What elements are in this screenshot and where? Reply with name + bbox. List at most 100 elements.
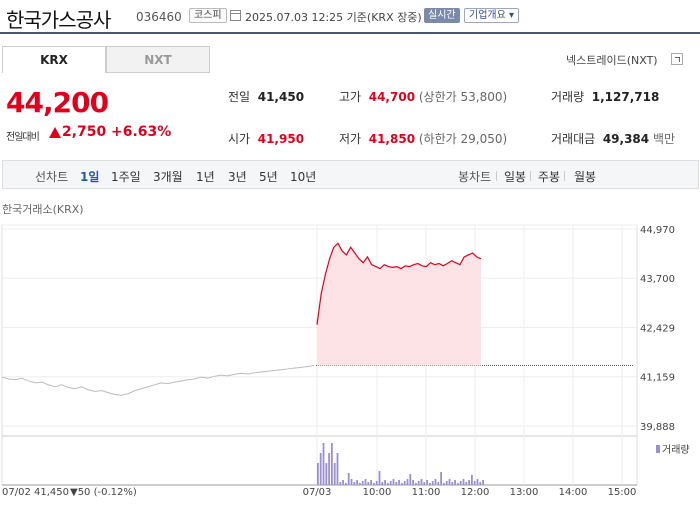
period-3m[interactable]: 3개월 bbox=[153, 170, 183, 184]
volume-bar bbox=[412, 480, 414, 485]
volume-bar bbox=[398, 480, 400, 485]
volume-bar bbox=[389, 481, 392, 485]
stock-code: 036460 bbox=[136, 10, 182, 24]
stat-note: (상한가 53,800) bbox=[418, 90, 508, 104]
nextrade-link[interactable]: 넥스트레이드(NXT) bbox=[566, 54, 658, 67]
change-value: 2,750 bbox=[62, 124, 107, 140]
change-label: 전일대비 bbox=[6, 132, 40, 143]
stat-label: 시가 bbox=[228, 132, 251, 146]
calendar-icon bbox=[230, 10, 241, 21]
volume-bar bbox=[317, 463, 319, 485]
volume-bar bbox=[454, 480, 456, 485]
period-1w[interactable]: 1주일 bbox=[111, 170, 141, 184]
period-1y[interactable]: 1년 bbox=[196, 170, 215, 184]
volume-bar bbox=[381, 482, 384, 485]
volume-bar bbox=[437, 482, 440, 485]
x-tick-label: 14:00 bbox=[559, 487, 588, 498]
volume-bar bbox=[325, 463, 328, 485]
stat-value: 44,700 bbox=[368, 90, 416, 104]
divider bbox=[530, 171, 531, 181]
volume-bar bbox=[459, 481, 462, 485]
volume-bar bbox=[392, 479, 395, 485]
volume-bar bbox=[445, 481, 448, 485]
volume-bar bbox=[465, 482, 468, 485]
stat-value: 41,450 bbox=[257, 90, 305, 104]
volume-bar bbox=[420, 479, 423, 485]
volume-bar bbox=[479, 482, 482, 485]
stat-label: 거래량 bbox=[551, 90, 585, 104]
y-tick-label: 44,970 bbox=[640, 225, 675, 236]
volume-bar bbox=[339, 482, 342, 485]
stock-header: 한국가스공사 036460 코스피 2025.07.03 12:25 기준(KR… bbox=[0, 0, 700, 33]
stat-prev-close: 전일 41,450 bbox=[228, 88, 304, 105]
volume-bar bbox=[415, 483, 417, 485]
volume-bar bbox=[417, 481, 420, 485]
stat-value: 1,127,718 bbox=[591, 90, 660, 104]
x-tick-label: 11:00 bbox=[412, 487, 441, 498]
volume-bar bbox=[375, 481, 378, 485]
tab-krx[interactable]: KRX bbox=[2, 46, 106, 73]
stat-amount: 거래대금 49,384 백만 bbox=[551, 130, 675, 147]
volume-bar bbox=[342, 480, 344, 485]
stat-label: 거래대금 bbox=[551, 132, 596, 146]
prev-day-change: ▼50 (-0.12%) bbox=[70, 487, 137, 498]
volume-bar bbox=[356, 480, 358, 485]
volume-bar bbox=[429, 483, 431, 485]
live-badge[interactable]: 실시간 bbox=[424, 8, 460, 23]
stat-unit: 백만 bbox=[652, 132, 676, 146]
x-tick-label: 15:00 bbox=[608, 487, 637, 498]
candle-weekly[interactable]: 주봉 bbox=[538, 170, 561, 184]
line-chart-label[interactable]: 선차트 bbox=[35, 170, 69, 184]
period-3y[interactable]: 3년 bbox=[228, 170, 247, 184]
header-divider bbox=[0, 32, 700, 34]
volume-bar bbox=[336, 453, 339, 485]
period-1d[interactable]: 1일 bbox=[80, 170, 100, 184]
stat-open: 시가 41,950 bbox=[228, 130, 304, 147]
volume-bar bbox=[448, 479, 451, 485]
volume-bar bbox=[373, 483, 375, 485]
period-10y[interactable]: 10년 bbox=[290, 170, 317, 184]
change-percent: +6.63% bbox=[111, 124, 172, 140]
up-triangle-icon bbox=[49, 127, 61, 138]
volume-bar bbox=[434, 479, 437, 485]
stat-label: 고가 bbox=[339, 90, 362, 104]
volume-bar bbox=[451, 482, 454, 485]
company-info-dropdown[interactable]: 기업개요 ▾ bbox=[464, 8, 519, 23]
current-price: 44,200 bbox=[6, 86, 109, 119]
prev-day-close: 41,450 bbox=[34, 487, 69, 498]
tab-nxt[interactable]: NXT bbox=[106, 46, 210, 73]
candle-monthly[interactable]: 월봉 bbox=[574, 170, 597, 184]
y-tick-label: 41,159 bbox=[640, 373, 675, 384]
quote-datetime: 2025.07.03 12:25 기준(KRX 장중) bbox=[245, 11, 422, 24]
volume-bar bbox=[406, 479, 409, 485]
period-5y[interactable]: 5년 bbox=[259, 170, 278, 184]
volume-bar bbox=[345, 483, 347, 485]
candle-chart-label[interactable]: 봉차트 bbox=[458, 170, 492, 184]
volume-bar bbox=[440, 472, 442, 485]
volume-bar bbox=[347, 473, 350, 485]
prev-day-date: 07/02 bbox=[2, 487, 31, 498]
volume-bar bbox=[359, 483, 361, 485]
divider bbox=[496, 171, 497, 181]
stat-value: 41,950 bbox=[257, 132, 305, 146]
today-area bbox=[317, 243, 481, 366]
volume-bar bbox=[361, 481, 364, 485]
price-chart[interactable]: 44,970 43,700 42,429 41,159 39,888 07/03 10:00… bbox=[0, 215, 700, 515]
period-toolbar: 선차트 1일 1주일 3개월 1년 3년 5년 10년 봉차트 일봉 주봉 월봉 bbox=[2, 160, 699, 189]
previous-day-line bbox=[1, 364, 315, 396]
volume-bar bbox=[471, 475, 473, 485]
stat-label: 전일 bbox=[228, 90, 251, 104]
volume-bar bbox=[462, 479, 465, 485]
company-name: 한국가스공사 bbox=[6, 8, 111, 32]
x-tick-label: 10:00 bbox=[363, 487, 392, 498]
x-tick-label: 12:00 bbox=[461, 487, 490, 498]
stat-label: 저가 bbox=[339, 132, 362, 146]
volume-bar bbox=[328, 453, 330, 485]
candle-daily[interactable]: 일봉 bbox=[504, 170, 527, 184]
volume-bar bbox=[395, 482, 398, 485]
external-link-icon[interactable] bbox=[671, 53, 683, 65]
volume-bar bbox=[457, 483, 459, 485]
volume-legend: 거래량 bbox=[662, 444, 690, 456]
volume-legend-swatch bbox=[656, 445, 660, 453]
volume-bar bbox=[333, 463, 336, 485]
